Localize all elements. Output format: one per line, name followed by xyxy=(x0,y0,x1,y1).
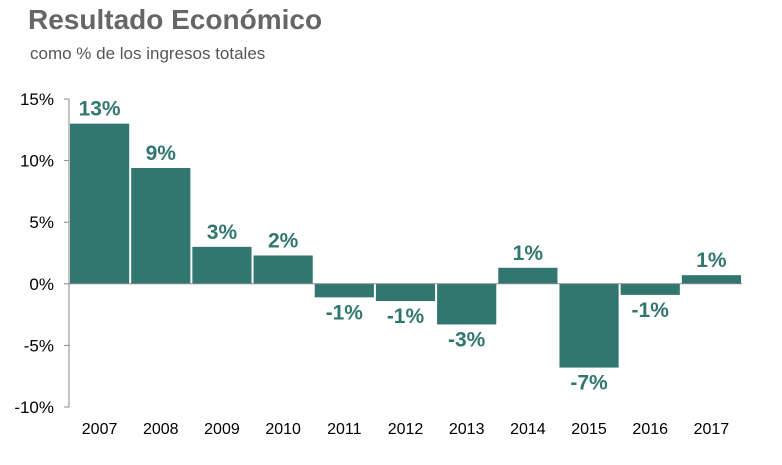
bar-2010 xyxy=(253,255,313,284)
y-tick-label: -10% xyxy=(14,398,54,417)
bar-2011 xyxy=(314,283,374,298)
x-tick-label: 2008 xyxy=(143,421,179,438)
y-tick-label: -5% xyxy=(24,336,54,355)
data-label-2013: -3% xyxy=(448,328,486,351)
bar-2008 xyxy=(131,167,191,284)
bar-2014 xyxy=(498,267,558,284)
data-label-2016: -1% xyxy=(632,299,670,322)
bar-2009 xyxy=(192,246,252,284)
data-label-2014: 1% xyxy=(513,242,544,265)
bar-2007 xyxy=(70,123,130,284)
bar-2016 xyxy=(620,283,680,295)
x-tick-label: 2009 xyxy=(204,421,240,438)
x-tick-label: 2014 xyxy=(510,421,546,438)
y-tick-label: 10% xyxy=(20,152,54,171)
data-label-2012: -1% xyxy=(387,305,425,328)
y-tick-label: 0% xyxy=(29,275,54,294)
data-label-2015: -7% xyxy=(570,372,608,395)
x-tick-label: 2013 xyxy=(449,421,485,438)
y-tick-label: 15% xyxy=(20,90,54,109)
bar-2015 xyxy=(559,283,619,368)
data-label-2010: 2% xyxy=(268,229,299,252)
data-label-2009: 3% xyxy=(207,221,238,244)
x-tick-label: 2012 xyxy=(388,421,424,438)
bar-2013 xyxy=(437,283,497,325)
chart-subtitle: como % de los ingresos totales xyxy=(30,44,266,63)
data-label-2017: 1% xyxy=(696,249,727,272)
bar-2017 xyxy=(681,275,741,284)
x-tick-label: 2010 xyxy=(265,421,301,438)
x-tick-label: 2015 xyxy=(571,421,607,438)
y-tick-label: 5% xyxy=(29,213,54,232)
data-label-2011: -1% xyxy=(326,301,364,324)
x-tick-label: 2017 xyxy=(694,421,730,438)
data-label-2007: 13% xyxy=(79,98,121,121)
chart-title: Resultado Económico xyxy=(28,4,323,35)
data-label-2008: 9% xyxy=(146,142,177,165)
x-tick-label: 2016 xyxy=(632,421,668,438)
bar-2012 xyxy=(375,283,436,302)
x-tick-label: 2011 xyxy=(327,421,362,438)
x-tick-label: 2007 xyxy=(82,421,118,438)
